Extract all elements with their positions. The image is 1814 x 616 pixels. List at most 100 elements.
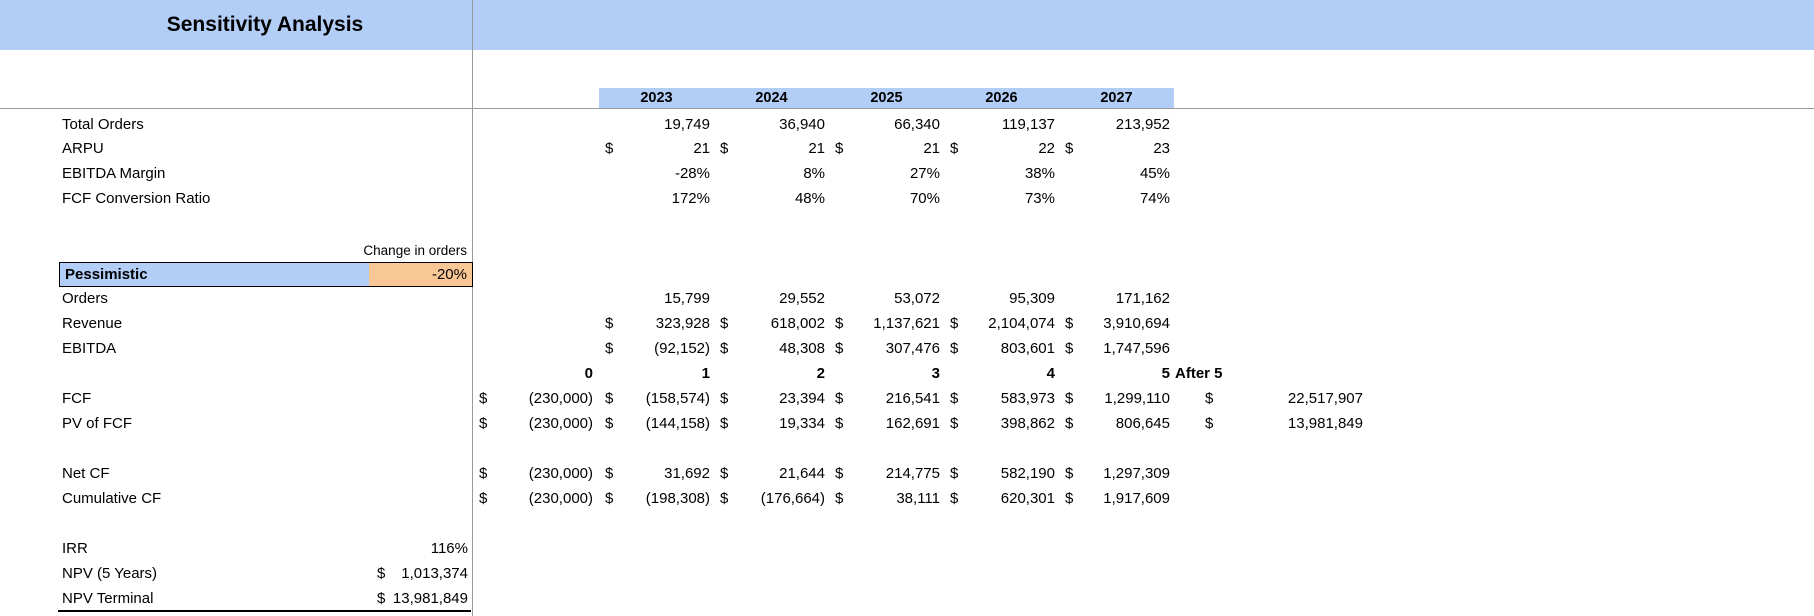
value-cell[interactable]: $582,190 — [950, 461, 1055, 486]
value-cell[interactable]: $ (230,000) — [479, 411, 593, 436]
value-cell[interactable]: $21 — [835, 136, 940, 161]
value-cell[interactable]: $ (198,308) — [605, 486, 710, 511]
cell-value: (230,000) — [528, 490, 593, 507]
year-header-2024[interactable]: 2024 — [714, 88, 829, 108]
row-label-ebitda-margin[interactable]: EBITDA Margin — [62, 165, 166, 182]
period-header[interactable]: 0 — [584, 365, 593, 382]
period-header[interactable]: 1 — [701, 365, 710, 382]
value-cell[interactable]: $620,301 — [950, 486, 1055, 511]
period-header[interactable]: 5 — [1161, 365, 1170, 382]
value-cell[interactable]: $48,308 — [720, 336, 825, 361]
value-cell[interactable]: $803,601 — [950, 336, 1055, 361]
period-header[interactable]: 2 — [816, 365, 825, 382]
cell-value: 23 — [1153, 140, 1170, 157]
value-cell[interactable]: $1,137,621 — [835, 311, 940, 336]
row-label-arpu[interactable]: ARPU — [62, 140, 104, 157]
value-cell[interactable]: 53,072 — [894, 290, 940, 307]
value-cell[interactable]: 36,940 — [779, 116, 825, 133]
value-cell[interactable]: 27% — [909, 165, 940, 182]
row-label-fcf[interactable]: FCF — [62, 390, 92, 407]
value-cell[interactable]: 73% — [1024, 190, 1055, 207]
year-header-2027[interactable]: 2027 — [1059, 88, 1174, 108]
row-label-ebitda[interactable]: EBITDA — [62, 340, 117, 357]
value-cell[interactable]: $ (230,000) — [479, 461, 593, 486]
value-cell[interactable]: 171,162 — [1115, 290, 1170, 307]
value-cell-after-5[interactable]: $22,517,907 — [1205, 386, 1363, 411]
cell-value: (230,000) — [528, 415, 593, 432]
row-label-npv-5y[interactable]: NPV (5 Years) — [62, 565, 158, 582]
value-cell[interactable]: 48% — [794, 190, 825, 207]
irr-value[interactable]: 116% — [430, 540, 468, 557]
value-cell[interactable]: $22 — [950, 136, 1055, 161]
value-cell[interactable]: $19,334 — [720, 411, 825, 436]
value-cell[interactable]: 74% — [1139, 190, 1170, 207]
row-label-revenue[interactable]: Revenue — [62, 315, 123, 332]
value-cell[interactable]: $ (230,000) — [479, 486, 593, 511]
value-cell[interactable]: $323,928 — [605, 311, 710, 336]
value-cell[interactable]: $ (92,152) — [605, 336, 710, 361]
value-cell[interactable]: $214,775 — [835, 461, 940, 486]
value-cell[interactable]: $3,910,694 — [1065, 311, 1170, 336]
value-cell[interactable]: $2,104,074 — [950, 311, 1055, 336]
value-cell[interactable]: $1,747,596 — [1065, 336, 1170, 361]
year-header-2023[interactable]: 2023 — [599, 88, 714, 108]
value-cell[interactable]: $806,645 — [1065, 411, 1170, 436]
value-cell[interactable]: $ (230,000) — [479, 386, 593, 411]
value-cell[interactable]: 19,749 — [664, 116, 710, 133]
value-cell[interactable]: $ (158,574) — [605, 386, 710, 411]
row-label-cumulative-cf[interactable]: Cumulative CF — [62, 490, 162, 507]
value-cell[interactable]: 29,552 — [779, 290, 825, 307]
value-cell[interactable]: 213,952 — [1115, 116, 1170, 133]
npv-5y-value[interactable]: $1,013,374 — [377, 561, 468, 586]
value-cell[interactable]: $307,476 — [835, 336, 940, 361]
row-label-pv-of-fcf[interactable]: PV of FCF — [62, 415, 133, 432]
scenario-name-cell[interactable]: Pessimistic — [60, 263, 369, 286]
value-cell[interactable]: $618,002 — [720, 311, 825, 336]
value-cell[interactable]: $216,541 — [835, 386, 940, 411]
value-cell[interactable]: $ (144,158) — [605, 411, 710, 436]
period-header[interactable]: 4 — [1046, 365, 1055, 382]
currency-symbol: $ — [479, 415, 488, 432]
value-cell[interactable]: $23 — [1065, 136, 1170, 161]
value-cell[interactable]: $21 — [720, 136, 825, 161]
after-5-header[interactable]: After 5 — [1175, 365, 1223, 382]
row-label-fcf-conversion[interactable]: FCF Conversion Ratio — [62, 190, 211, 207]
value-cell[interactable]: $21 — [605, 136, 710, 161]
value-cell[interactable]: $31,692 — [605, 461, 710, 486]
value-cell[interactable]: $21,644 — [720, 461, 825, 486]
value-cell[interactable]: 70% — [909, 190, 940, 207]
row-label-net-cf[interactable]: Net CF — [62, 465, 110, 482]
npv-terminal-value[interactable]: $13,981,849 — [377, 586, 468, 611]
value-cell[interactable]: 95,309 — [1009, 290, 1055, 307]
value-cell[interactable]: 66,340 — [894, 116, 940, 133]
value-cell[interactable]: -28% — [674, 165, 710, 182]
value-cell[interactable]: 8% — [803, 165, 825, 182]
value-cell[interactable]: $ (176,664) — [720, 486, 825, 511]
value-cell[interactable]: $38,111 — [835, 486, 940, 511]
currency-symbol: $ — [950, 315, 959, 332]
value-cell[interactable]: $162,691 — [835, 411, 940, 436]
row-label-irr[interactable]: IRR — [62, 540, 88, 557]
value-cell[interactable]: $398,862 — [950, 411, 1055, 436]
value-cell[interactable]: 15,799 — [664, 290, 710, 307]
value-cell[interactable]: $23,394 — [720, 386, 825, 411]
currency-symbol: $ — [605, 465, 614, 482]
currency-symbol: $ — [605, 490, 614, 507]
year-header-2026[interactable]: 2026 — [944, 88, 1059, 108]
value-cell[interactable]: 172% — [671, 190, 710, 207]
value-cell[interactable]: $1,917,609 — [1065, 486, 1170, 511]
value-cell[interactable]: 119,137 — [1001, 116, 1055, 133]
value-cell-after-5[interactable]: $13,981,849 — [1205, 411, 1363, 436]
value-cell[interactable]: 38% — [1024, 165, 1055, 182]
value-cell[interactable]: $1,299,110 — [1065, 386, 1170, 411]
scenario-change-cell[interactable]: -20% — [369, 263, 472, 286]
period-header[interactable]: 3 — [931, 365, 940, 382]
row-label-total-orders[interactable]: Total Orders — [62, 116, 144, 133]
year-header-2025[interactable]: 2025 — [829, 88, 944, 108]
value-cell[interactable]: $1,297,309 — [1065, 461, 1170, 486]
value-cell[interactable]: 45% — [1139, 165, 1170, 182]
row-label-orders[interactable]: Orders — [62, 290, 108, 307]
change-in-orders-label[interactable]: Change in orders — [363, 243, 467, 258]
value-cell[interactable]: $583,973 — [950, 386, 1055, 411]
row-label-npv-terminal[interactable]: NPV Terminal — [62, 590, 154, 607]
